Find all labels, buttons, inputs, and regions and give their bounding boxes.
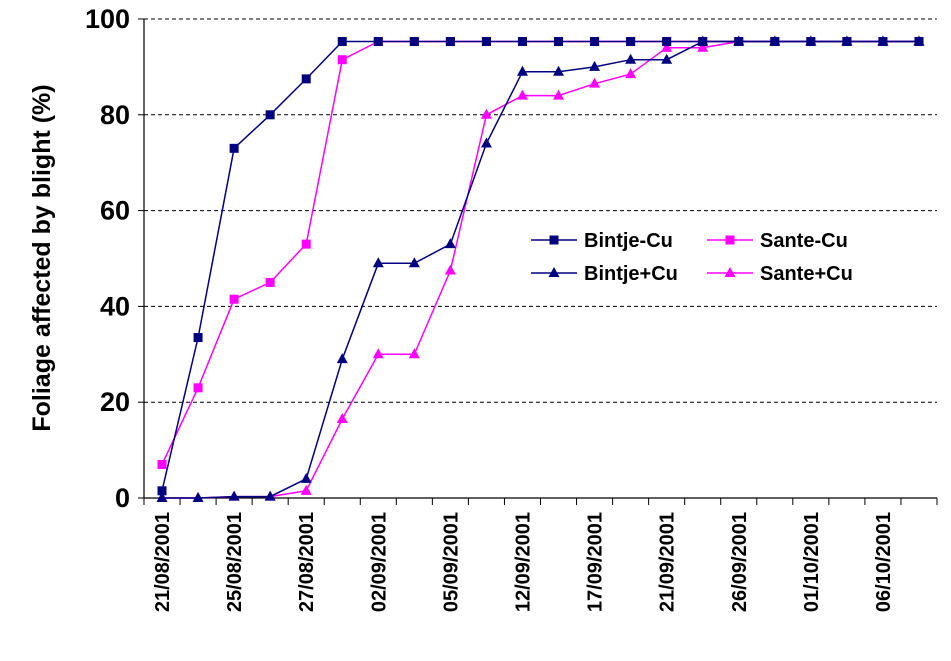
data-point (841, 35, 853, 46)
data-point (228, 490, 240, 501)
data-point (301, 74, 311, 84)
data-point (444, 264, 456, 275)
legend-marker (549, 235, 559, 245)
data-point (481, 37, 491, 47)
data-point (662, 37, 672, 47)
series-line (161, 40, 919, 465)
data-point (480, 108, 492, 119)
data-point (336, 412, 348, 423)
data-point (337, 37, 347, 47)
y-tick-labels: 0 20 40 60 80 100 (85, 4, 130, 513)
data-point (733, 35, 745, 46)
data-point (409, 37, 419, 47)
data-point (265, 277, 275, 287)
data-point (156, 492, 168, 502)
data-point (625, 53, 637, 64)
data-point (877, 35, 889, 46)
data-point (229, 294, 239, 304)
data-point (661, 53, 673, 64)
data-point (517, 37, 527, 47)
series-line (162, 40, 919, 499)
legend-label: Bintje-Cu (584, 230, 673, 252)
data-point (264, 490, 276, 501)
x-tick-label: 17/09/2001 (585, 512, 607, 612)
series-group (156, 35, 925, 502)
legend-marker (548, 267, 560, 277)
data-point (626, 37, 636, 47)
y-tick-label: 100 (85, 4, 130, 34)
data-point (516, 65, 528, 76)
data-point (805, 35, 817, 46)
data-point (193, 383, 203, 393)
data-point (300, 472, 312, 483)
y-tick-label: 40 (100, 291, 130, 321)
legend-item: Sante-Cu (707, 230, 848, 252)
x-tick-label: 25/08/2001 (224, 512, 246, 612)
y-axis-title: Foliage affected by blight (%) (28, 84, 56, 431)
legend-marker (724, 267, 736, 277)
series-bintje-pluscu (156, 35, 925, 502)
x-tick-label: 21/08/2001 (152, 512, 174, 612)
y-tick-label: 80 (100, 100, 130, 130)
legend-item: Bintje+Cu (531, 263, 678, 285)
y-tick-label: 60 (100, 196, 130, 226)
data-point (589, 60, 601, 71)
data-point (157, 459, 167, 469)
data-point (553, 89, 565, 100)
data-point (516, 89, 528, 100)
axes (143, 19, 938, 505)
data-point (157, 486, 167, 496)
data-point (265, 110, 275, 120)
data-point (697, 35, 709, 46)
data-point (661, 41, 673, 52)
data-point (373, 37, 383, 47)
data-point (913, 35, 925, 46)
data-point (408, 257, 420, 268)
x-tick-label: 21/09/2001 (657, 512, 679, 612)
data-point (697, 41, 709, 52)
x-tick-labels: 21/08/2001 25/08/2001 27/08/2001 02/09/2001… (152, 512, 895, 612)
x-tick-label: 05/09/2001 (440, 512, 462, 612)
gridlines (138, 18, 937, 499)
data-point (445, 37, 455, 47)
data-point (300, 484, 312, 495)
legend-marker (725, 235, 735, 245)
legend-item: Sante+Cu (707, 263, 853, 285)
legend-label: Sante-Cu (760, 230, 848, 252)
x-tick-label: 02/09/2001 (368, 512, 390, 612)
data-point (337, 55, 347, 65)
data-point (408, 348, 420, 359)
y-tick-label: 0 (115, 483, 130, 513)
data-point (444, 238, 456, 249)
data-point (372, 348, 384, 359)
legend-label: Sante+Cu (760, 263, 853, 285)
legend-item: Bintje-Cu (531, 230, 673, 252)
data-point (625, 68, 637, 79)
data-point (480, 137, 492, 148)
data-point (372, 257, 384, 268)
data-point (301, 239, 311, 249)
legend-label: Bintje+Cu (584, 263, 678, 285)
data-point (553, 65, 565, 76)
legend: Bintje-Cu Sante-Cu Bintje+Cu Sante+Cu (531, 230, 853, 285)
x-tick-label: 26/09/2001 (729, 512, 751, 612)
x-tick-label: 12/09/2001 (512, 512, 534, 612)
x-tick-label: 06/10/2001 (873, 512, 895, 612)
data-point (192, 492, 204, 502)
data-point (193, 333, 203, 343)
series-sante-cu (157, 37, 924, 469)
x-tick-label: 27/08/2001 (296, 512, 318, 612)
x-tick-label: 01/10/2001 (801, 512, 823, 612)
data-point (769, 35, 781, 46)
y-tick-label: 20 (100, 387, 130, 417)
data-point (589, 77, 601, 88)
data-point (590, 37, 600, 47)
data-point (554, 37, 564, 47)
data-point (229, 143, 239, 153)
data-point (336, 353, 348, 364)
